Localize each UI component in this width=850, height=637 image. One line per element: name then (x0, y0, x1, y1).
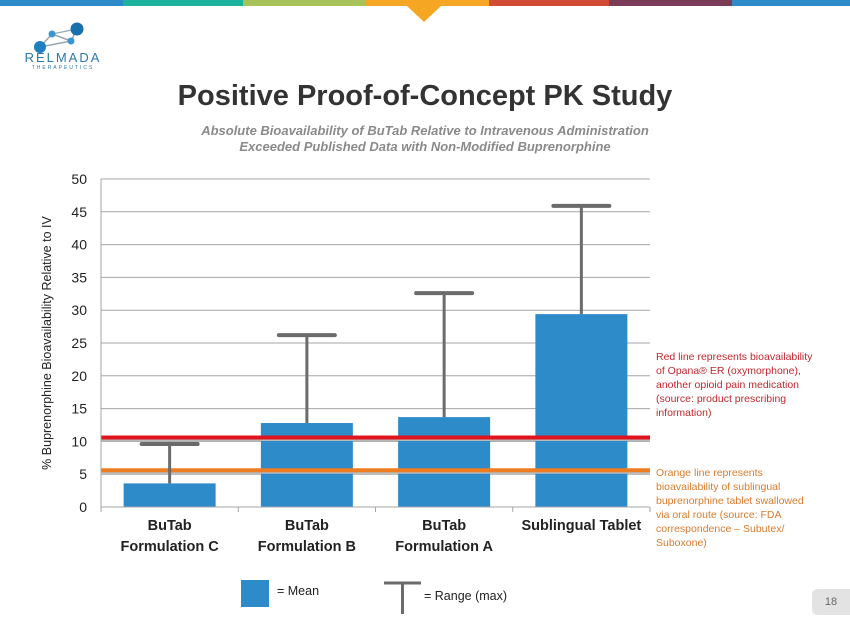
legend-range-icon (384, 581, 421, 614)
x-axis (100, 179, 651, 512)
bar-mean (535, 314, 628, 507)
x-tick-label-line2: Formulation C (120, 539, 219, 555)
page-subtitle: Absolute Bioavailability of BuTab Relati… (0, 123, 850, 155)
bar-mean (398, 417, 491, 507)
y-tick-labels: 0 5 10 15 20 25 30 35 40 45 50 (71, 171, 87, 515)
y-tick-label: 30 (71, 302, 87, 318)
reference-lines (101, 435, 650, 474)
y-tick-label: 50 (71, 171, 87, 187)
color-segment (489, 0, 609, 6)
x-tick-label-line1: BuTab (285, 518, 329, 534)
subtitle-line-2: Exceeded Published Data with Non-Modifie… (239, 139, 611, 154)
page-title: Positive Proof-of-Concept PK Study (177, 80, 673, 112)
legend-range-label: = Range (max) (424, 589, 508, 603)
x-tick-label-line2: Formulation A (395, 539, 493, 555)
y-tick-label: 10 (71, 433, 87, 449)
bars (123, 314, 628, 507)
y-tick-label: 40 (71, 237, 87, 253)
legend-mean-swatch (241, 580, 269, 607)
x-tick-label-line1: Sublingual Tablet (521, 518, 641, 534)
color-segment (123, 0, 243, 6)
range-bars (139, 203, 612, 484)
x-tick-labels: BuTab Formulation C BuTab Formulation B BuTa… (120, 518, 641, 555)
orange-line-annotation: Orange line represents bioavailability o… (656, 467, 804, 549)
y-tick-label: 45 (71, 204, 87, 220)
x-tick-label-line1: BuTab (148, 518, 192, 534)
color-segment (0, 0, 123, 6)
brand-name: RELMADA (24, 50, 102, 65)
subtitle-line-1: Absolute Bioavailability of BuTab Relati… (201, 123, 649, 138)
page-number: 18 (812, 589, 850, 615)
legend-mean-label: = Mean (277, 584, 320, 598)
brand-tagline: THERAPEUTICS (31, 65, 95, 71)
color-segment (732, 0, 850, 6)
bar-mean (123, 483, 216, 507)
color-segment (243, 0, 365, 6)
y-tick-label: 25 (71, 335, 87, 351)
y-tick-label: 5 (79, 466, 87, 482)
y-tick-label: 15 (71, 401, 87, 417)
x-tick-label-line1: BuTab (422, 518, 466, 534)
y-tick-label: 0 (79, 499, 87, 515)
color-segment (609, 0, 732, 6)
y-tick-label: 20 (71, 368, 87, 384)
y-tick-label: 35 (71, 269, 87, 285)
top-color-bar (0, 0, 850, 6)
x-tick-label-line2: Formulation B (258, 539, 356, 555)
color-segment (365, 0, 489, 6)
section-pointer-triangle (407, 6, 441, 22)
red-line-annotation: Red line represents bioavailability of O… (656, 351, 813, 419)
relmada-molecule-logo (34, 22, 84, 53)
